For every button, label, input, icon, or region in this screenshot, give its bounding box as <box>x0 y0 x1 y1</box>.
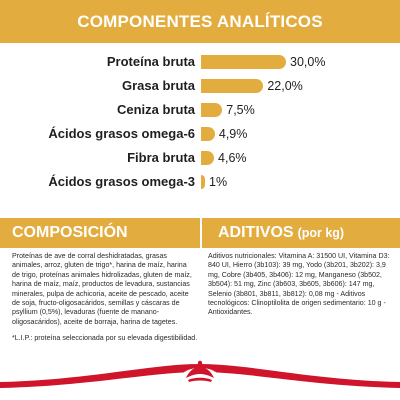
analytical-components-header: COMPONENTES ANALÍTICOS <box>0 0 400 43</box>
chart-bar <box>201 79 264 93</box>
chart-row: Proteína bruta 30,0% <box>0 52 400 72</box>
composition-header: COMPOSICIÓN <box>0 218 200 248</box>
additives-unit: (por kg) <box>297 226 345 240</box>
chart-category-label: Ácidos grasos omega-3 <box>48 174 195 189</box>
chart-category-label: Ácidos grasos omega-6 <box>48 126 195 141</box>
additives-header: ADITIVOS (por kg) <box>202 218 400 248</box>
chart-bar <box>201 151 215 165</box>
additives-title: ADITIVOS <box>218 224 294 241</box>
chart-bar <box>201 103 223 117</box>
chart-value-label: 22,0% <box>267 79 303 93</box>
chart-row: Ácidos grasos omega-6 4,9% <box>0 124 400 144</box>
chart-value-label: 7,5% <box>226 103 255 117</box>
chart-row: Ácidos grasos omega-3 1% <box>0 172 400 192</box>
chart-category-label: Ceniza bruta <box>116 102 195 117</box>
chart-value-label: 4,6% <box>218 151 247 165</box>
composition-title: COMPOSICIÓN <box>12 224 128 241</box>
chart-bar <box>201 175 205 189</box>
royal-canin-crown-logo <box>181 360 219 386</box>
analytical-components-title: COMPONENTES ANALÍTICOS <box>77 11 323 31</box>
chart-value-label: 4,9% <box>218 127 248 141</box>
chart-value-label: 30,0% <box>290 55 326 69</box>
additives-text: Aditivos nutricionales: Vitamina A: 3150… <box>208 252 390 317</box>
composition-text: Proteínas de ave de corral deshidratadas… <box>12 252 192 326</box>
chart-bar <box>201 55 286 69</box>
chart-row: Fibra bruta 4,6% <box>0 148 400 168</box>
composition-note: *L.I.P.: proteína seleccionada por su el… <box>12 334 198 342</box>
chart-row: Ceniza bruta 7,5% <box>0 100 400 120</box>
chart-category-label: Fibra bruta <box>127 150 195 165</box>
chart-bar <box>201 127 215 141</box>
chart-value-label: 1% <box>209 175 228 189</box>
chart-category-label: Proteína bruta <box>106 54 195 69</box>
chart-row: Grasa bruta 22,0% <box>0 76 400 96</box>
chart-category-label: Grasa bruta <box>122 78 195 93</box>
